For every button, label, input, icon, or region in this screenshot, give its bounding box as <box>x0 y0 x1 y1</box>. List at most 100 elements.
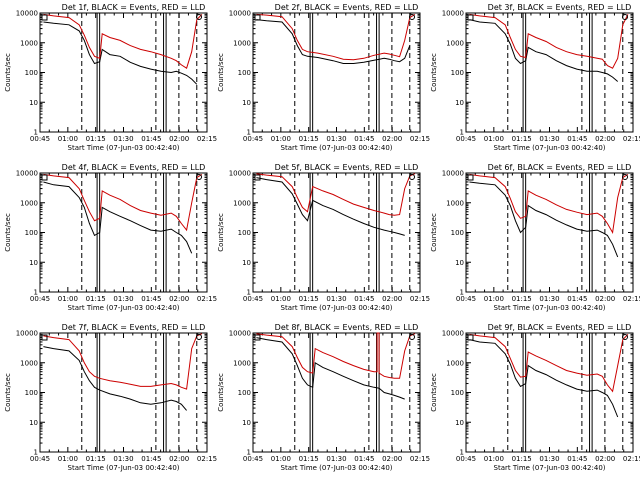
series-line-events <box>469 19 619 82</box>
y-tick-label: 10000 <box>229 10 251 18</box>
y-axis-label: Counts/sec <box>217 53 225 92</box>
x-axis-label: Start Time (07-Jun-03 00:42:40) <box>281 464 393 472</box>
y-tick-label: 1000 <box>446 39 464 47</box>
y-tick-label: 10000 <box>16 330 38 338</box>
x-axis-label: Start Time (07-Jun-03 00:42:40) <box>281 304 393 312</box>
y-tick-label: 1000 <box>446 359 464 367</box>
y-tick-label: 100 <box>25 389 38 397</box>
y-tick-label: 10 <box>29 419 38 427</box>
plot-frame <box>39 332 208 453</box>
x-tick-label: 01:00 <box>58 295 78 303</box>
x-tick-label: 00:45 <box>243 135 263 143</box>
y-tick-label: 10000 <box>442 330 464 338</box>
x-tick-label: 00:45 <box>243 295 263 303</box>
x-tick-label: 00:45 <box>30 295 50 303</box>
x-tick-label: 00:45 <box>456 135 476 143</box>
y-tick-label: 1 <box>34 289 38 297</box>
x-axis-label: Start Time (07-Jun-03 00:42:40) <box>281 144 393 152</box>
x-tick-label: 01:45 <box>567 295 587 303</box>
chart-svg: 1 10 100 1000 10000 00:45 01:00 01:15 01:30 01:45… <box>217 163 430 312</box>
x-axis-label: Start Time (07-Jun-03 00:42:40) <box>68 304 180 312</box>
x-tick-label: 01:15 <box>512 295 532 303</box>
y-axis-label: Counts/sec <box>430 53 438 92</box>
x-tick-label: 02:00 <box>382 295 402 303</box>
x-tick-label: 02:15 <box>197 135 217 143</box>
y-tick-label: 100 <box>25 229 38 237</box>
chart-title: Det 6f, BLACK = Events, RED = LLD <box>488 163 632 172</box>
chart-svg: 1 10 100 1000 10000 00:45 01:00 01:15 01:30 01:45… <box>4 3 217 152</box>
x-tick-label: 00:45 <box>243 455 263 463</box>
corner-box-icon <box>254 14 261 21</box>
x-tick-label: 02:15 <box>197 295 217 303</box>
y-tick-label: 1 <box>247 129 251 137</box>
x-tick-label: 01:00 <box>271 295 291 303</box>
x-tick-label: 01:15 <box>86 295 106 303</box>
x-tick-label: 01:45 <box>354 135 374 143</box>
x-tick-label: 01:15 <box>86 455 106 463</box>
x-tick-label: 01:45 <box>141 135 161 143</box>
chart-title: Det 9f, BLACK = Events, RED = LLD <box>488 323 632 332</box>
x-tick-label: 02:00 <box>169 455 189 463</box>
y-tick-label: 10 <box>455 259 464 267</box>
y-tick-label: 10000 <box>16 170 38 178</box>
x-tick-label: 01:45 <box>354 295 374 303</box>
x-tick-label: 01:15 <box>299 135 319 143</box>
y-tick-label: 10 <box>29 99 38 107</box>
y-tick-label: 1000 <box>20 39 38 47</box>
y-tick-label: 1000 <box>233 39 251 47</box>
x-tick-label: 01:00 <box>58 135 78 143</box>
x-tick-label: 02:15 <box>410 295 430 303</box>
x-tick-label: 02:00 <box>382 455 402 463</box>
series-line-lld <box>256 173 416 216</box>
x-axis-label: Start Time (07-Jun-03 00:42:40) <box>68 144 180 152</box>
series-line-events <box>256 19 411 64</box>
x-tick-label: 00:45 <box>456 295 476 303</box>
x-tick-label: 01:30 <box>326 295 346 303</box>
x-tick-label: 02:00 <box>595 455 615 463</box>
x-tick-label: 01:30 <box>113 455 133 463</box>
x-tick-label: 01:45 <box>141 455 161 463</box>
y-tick-label: 1000 <box>446 199 464 207</box>
x-tick-label: 01:45 <box>567 135 587 143</box>
y-tick-label: 1 <box>34 449 38 457</box>
x-tick-label: 01:00 <box>484 295 504 303</box>
corner-box-icon <box>41 174 48 181</box>
chart-svg: 1 10 100 1000 10000 00:45 01:00 01:15 01:30 01:45… <box>217 3 430 152</box>
plot-frame <box>465 332 634 453</box>
x-tick-label: 01:45 <box>141 295 161 303</box>
x-tick-label: 01:00 <box>271 455 291 463</box>
plot-frame <box>39 12 208 133</box>
corner-circle-icon <box>622 14 628 20</box>
series-line-events <box>43 181 193 254</box>
corner-box-icon <box>467 14 474 21</box>
detector-panel-6: 1 10 100 1000 10000 00:45 01:00 01:15 01:30 01:45… <box>426 160 640 320</box>
y-tick-label: 1 <box>460 449 464 457</box>
x-tick-label: 01:15 <box>299 455 319 463</box>
x-tick-label: 01:30 <box>326 455 346 463</box>
x-tick-label: 02:15 <box>410 135 430 143</box>
corner-box-icon <box>254 174 261 181</box>
corner-circle-icon <box>196 14 202 20</box>
x-tick-label: 02:00 <box>595 295 615 303</box>
y-axis-label: Counts/sec <box>4 53 12 92</box>
x-tick-label: 01:15 <box>86 135 106 143</box>
chart-svg: 1 10 100 1000 10000 00:45 01:00 01:15 01:30 01:45… <box>4 323 217 472</box>
y-axis-label: Counts/sec <box>217 373 225 412</box>
x-tick-label: 01:30 <box>539 295 559 303</box>
series-line-lld <box>256 13 416 61</box>
x-tick-label: 01:15 <box>512 455 532 463</box>
series-line-lld <box>43 333 203 390</box>
x-tick-label: 02:15 <box>410 455 430 463</box>
x-tick-label: 01:00 <box>58 455 78 463</box>
y-tick-label: 10000 <box>16 10 38 18</box>
y-tick-label: 100 <box>238 69 251 77</box>
detector-panel-4: 1 10 100 1000 10000 00:45 01:00 01:15 01:30 01:45… <box>0 160 217 320</box>
y-tick-label: 100 <box>238 389 251 397</box>
chart-title: Det 5f, BLACK = Events, RED = LLD <box>275 163 419 172</box>
corner-box-icon <box>467 334 474 341</box>
y-tick-label: 100 <box>25 69 38 77</box>
chart-title: Det 3f, BLACK = Events, RED = LLD <box>488 3 632 12</box>
corner-circle-icon <box>196 334 202 340</box>
series-line-lld <box>43 173 203 232</box>
x-tick-label: 01:00 <box>271 135 291 143</box>
